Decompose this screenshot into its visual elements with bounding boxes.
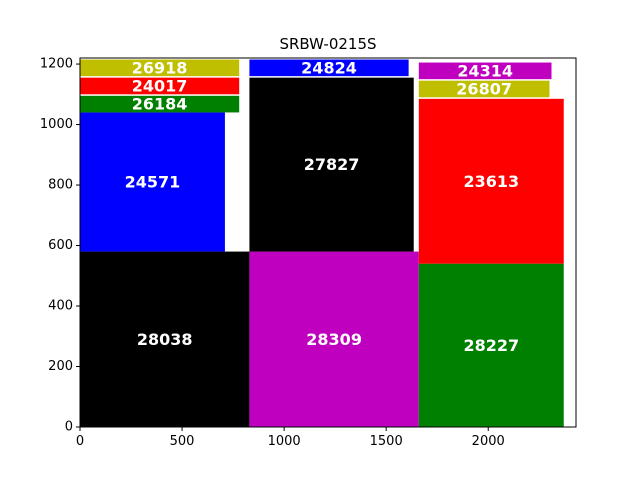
axes: 0 500 1000 1500 2000 0 200 400 600 800 1000 1200 <box>40 57 577 449</box>
x-tick-label: 1000 <box>268 434 301 449</box>
rect-value-label: 28038 <box>137 330 193 349</box>
treemap-rect <box>418 62 552 80</box>
y-tick-label: 0 <box>65 420 73 435</box>
y-tick-label: 600 <box>48 238 73 253</box>
rect-value-label: 26184 <box>132 95 188 114</box>
y-tick-label: 1200 <box>40 57 73 72</box>
treemap-rect <box>418 80 550 98</box>
treemap-rect <box>80 59 240 77</box>
rect-value-label: 26807 <box>456 80 512 99</box>
treemap-rect <box>249 251 419 427</box>
rect-value-label: 26918 <box>132 58 188 77</box>
treemap-rect <box>249 77 414 252</box>
rect-value-label: 24017 <box>132 76 188 95</box>
plot-frame <box>79 57 577 428</box>
treemap-rect <box>418 263 564 427</box>
rect-value-label: 23613 <box>463 172 519 191</box>
rect-value-label: 24571 <box>125 173 181 192</box>
treemap-rect <box>80 251 250 427</box>
x-tick-label: 500 <box>170 434 195 449</box>
x-tick-label: 0 <box>76 434 84 449</box>
rect-value-label: 27827 <box>304 155 360 174</box>
rect-value-label: 24314 <box>457 61 513 80</box>
y-tick-label: 1000 <box>40 117 73 132</box>
treemap-rect <box>249 59 409 77</box>
treemap-rect <box>418 98 564 264</box>
y-tick-label: 200 <box>48 359 73 374</box>
treemap-rects <box>80 59 564 427</box>
x-tick-label: 1500 <box>370 434 403 449</box>
treemap-rect <box>80 112 225 252</box>
rect-value-label: 24824 <box>301 58 357 77</box>
rect-value-label: 28309 <box>306 330 362 349</box>
x-tick-label: 2000 <box>472 434 505 449</box>
treemap-rect <box>80 77 240 95</box>
y-tick-label: 800 <box>48 178 73 193</box>
rect-value-label: 28227 <box>463 336 519 355</box>
treemap-rect <box>80 95 240 113</box>
y-tick-label: 400 <box>48 299 73 314</box>
chart-title: SRBW-0215S <box>279 35 376 53</box>
